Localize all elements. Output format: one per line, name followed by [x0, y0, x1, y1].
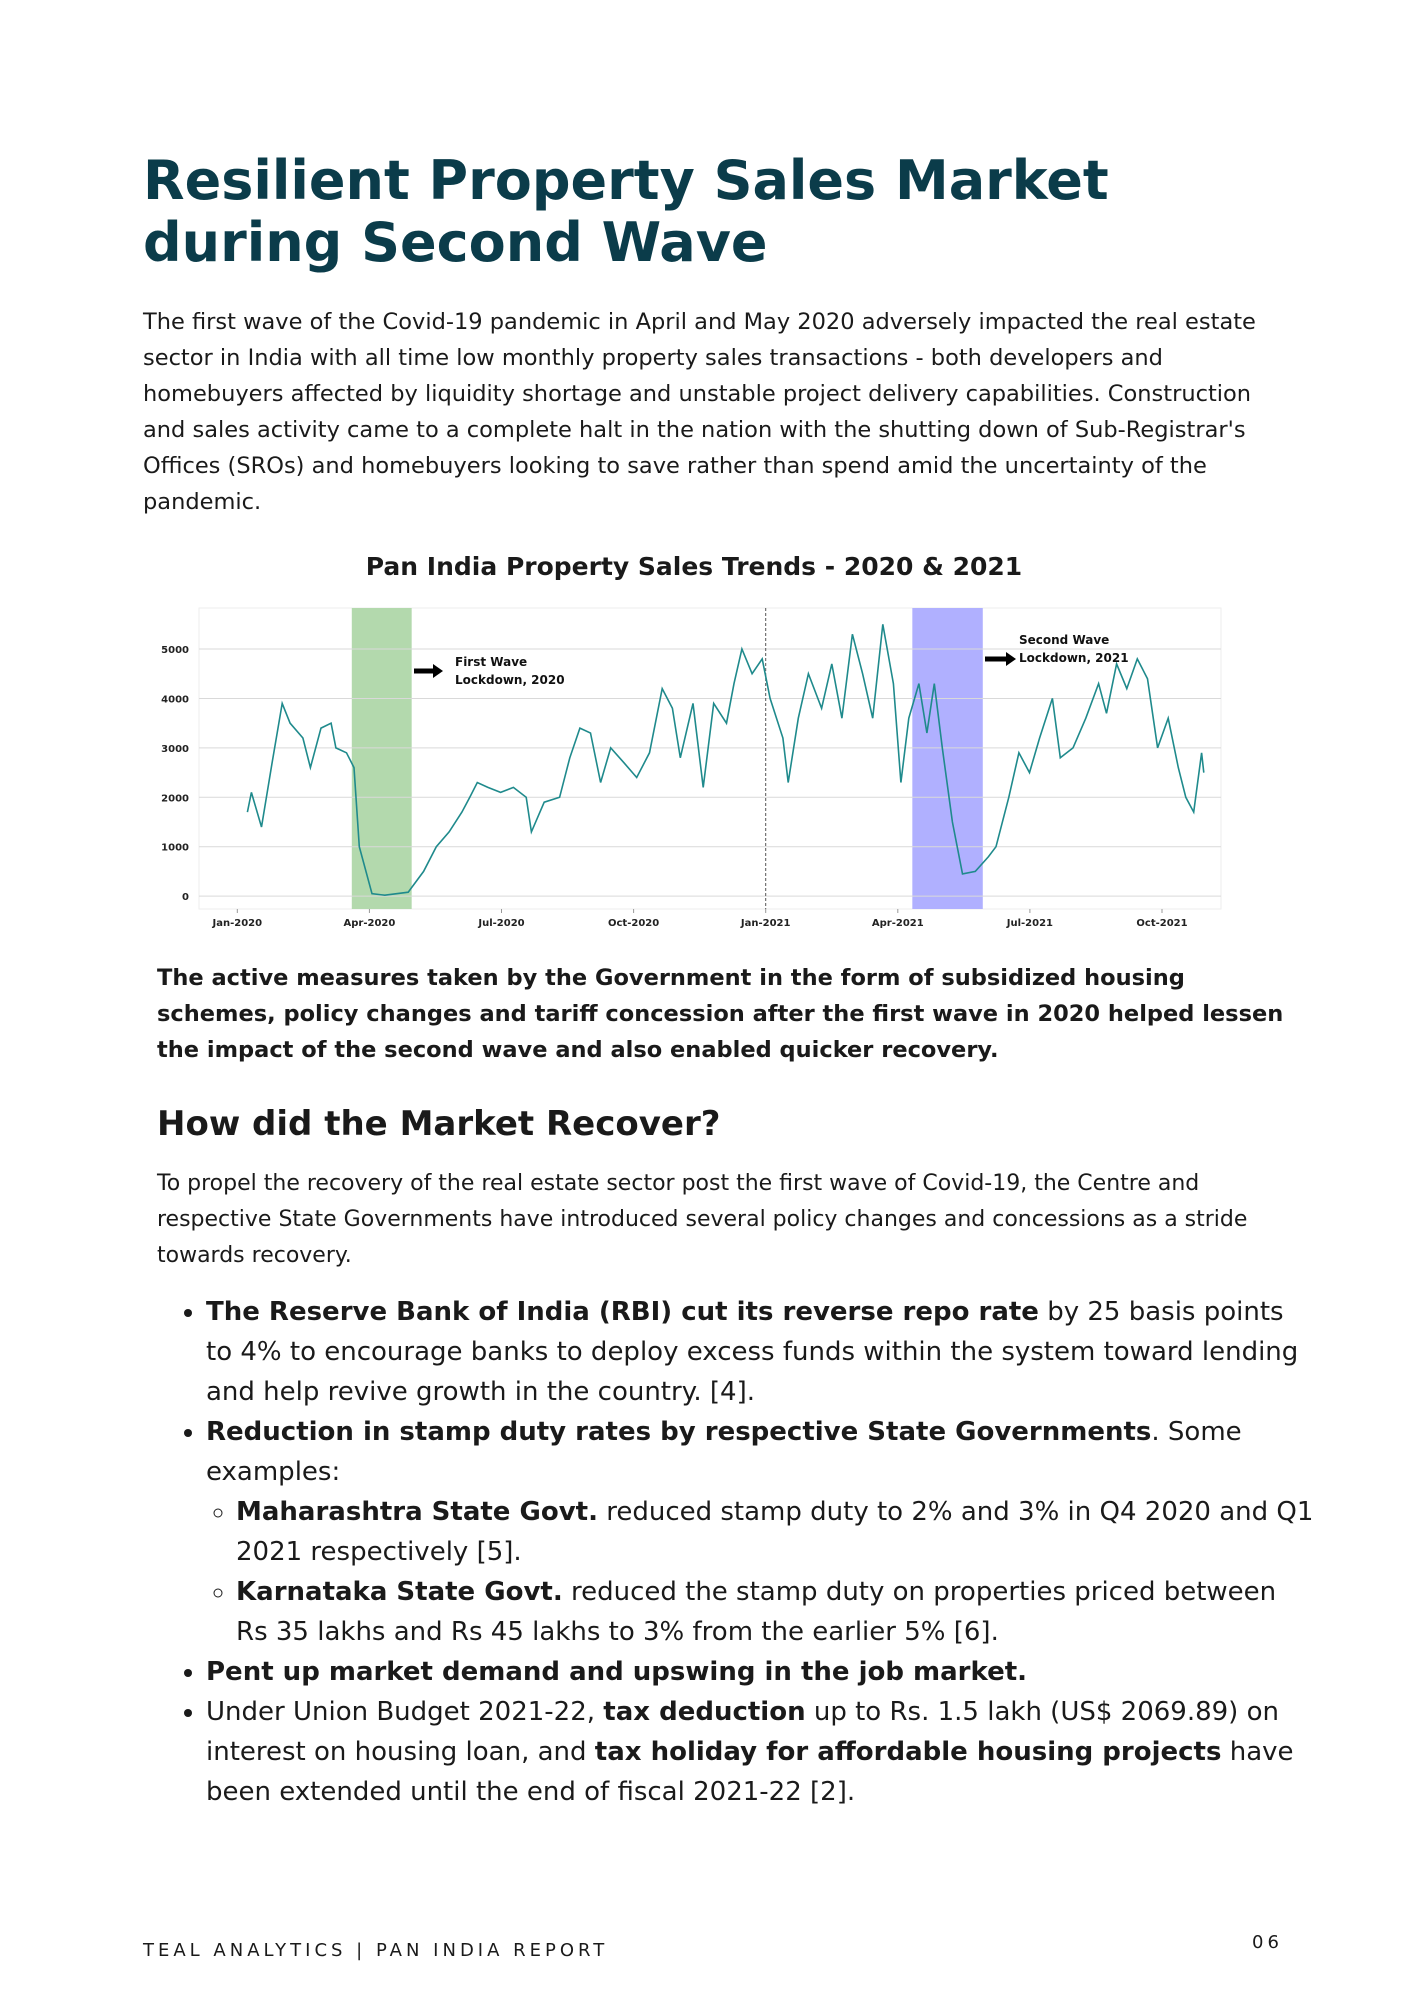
bullet: Under Union Budget 2021-22, tax deductio… [206, 1692, 1316, 1812]
lockdown-span [912, 608, 983, 909]
annotation: First Wave [455, 655, 527, 669]
x-tick-label: Oct-2020 [608, 918, 659, 929]
lockdown-span [351, 608, 412, 909]
intro-paragraph: The first wave of the Covid-19 pandemic … [143, 309, 1256, 515]
y-tick-label: 2000 [161, 793, 189, 804]
x-tick-label: Apr-2020 [344, 918, 396, 929]
footer-text: TEAL ANALYTICS | PAN INDIA REPORT [143, 1940, 609, 1961]
page-title: Resilient Property Sales Market during S… [143, 149, 1109, 274]
x-tick-label: Jan-2020 [212, 918, 263, 929]
text: reduced the stamp duty on properties pri… [236, 1577, 1277, 1647]
sub-bullet: Karnataka State Govt. reduced the stamp … [236, 1572, 1316, 1652]
bold-text: The Reserve Bank of India (RBI) cut its … [206, 1297, 1039, 1327]
bold-text: Pent up market demand and upswing in the… [206, 1657, 1028, 1687]
x-tick-label: Jul-2020 [477, 918, 524, 929]
annotation: Lockdown, 2021 [1019, 651, 1129, 665]
annotation: Second Wave [1019, 633, 1109, 647]
bold-text: Reduction in stamp duty rates by respect… [206, 1417, 1152, 1447]
arrow-head [1006, 652, 1016, 666]
x-tick-label: Jan-2021 [740, 918, 791, 929]
x-tick-label: Oct-2021 [1136, 918, 1187, 929]
bullet: The Reserve Bank of India (RBI) cut its … [206, 1292, 1316, 1412]
chart-title: Pan India Property Sales Trends - 2020 &… [365, 552, 1023, 581]
y-tick-label: 5000 [161, 645, 189, 656]
bullet: Pent up market demand and upswing in the… [206, 1652, 1316, 1692]
text: by 25 basis points to 4% to encourage ba… [206, 1297, 1299, 1407]
bullet-list: The Reserve Bank of India (RBI) cut its … [176, 1292, 1316, 1812]
bold-text: tax holiday for affordable housing proje… [594, 1737, 1222, 1767]
text: Under Union Budget 2021-22, [206, 1697, 604, 1727]
arrow-head [433, 664, 443, 678]
bold-text: Maharashtra State Govt. [236, 1497, 598, 1527]
y-tick-label: 0 [182, 892, 189, 903]
x-tick-label: Jul-2021 [1006, 918, 1053, 929]
plot-frame [198, 607, 1222, 910]
y-tick-label: 1000 [161, 843, 189, 854]
sub-list: Maharashtra State Govt. reduced stamp du… [206, 1492, 1316, 1652]
text: reduced stamp duty to 2% and 3% in Q4 20… [236, 1497, 1314, 1567]
sub-bullet: Maharashtra State Govt. reduced stamp du… [236, 1492, 1316, 1572]
x-tick-label: Apr-2021 [872, 918, 924, 929]
text: . Some examples: [206, 1417, 1242, 1487]
sales-line [246, 624, 1205, 897]
section-heading: How did the Market Recover? [157, 1104, 721, 1144]
chart: 0 1000 2000 3000 4000 5000 Jan-2020 Apr-2020 Jul… [161, 607, 1222, 929]
bold-text: Karnataka State Govt. [236, 1577, 563, 1607]
y-tick-label: 4000 [161, 694, 189, 705]
y-tick-label: 3000 [161, 744, 189, 755]
bullet: Reduction in stamp duty rates by respect… [206, 1412, 1316, 1652]
text: up to Rs. 1.5 lakh (US$ 2069.89) on inte… [206, 1697, 1279, 1767]
annotation: Lockdown, 2020 [455, 673, 565, 687]
text: have been extended until the end of fisc… [206, 1737, 1294, 1807]
page-number: 06 [1252, 1932, 1283, 1953]
highlight-paragraph: The active measures taken by the Governm… [157, 965, 1284, 1063]
bold-text: tax deduction [603, 1697, 806, 1727]
section-intro: To propel the recovery of the real estat… [157, 1171, 1248, 1268]
